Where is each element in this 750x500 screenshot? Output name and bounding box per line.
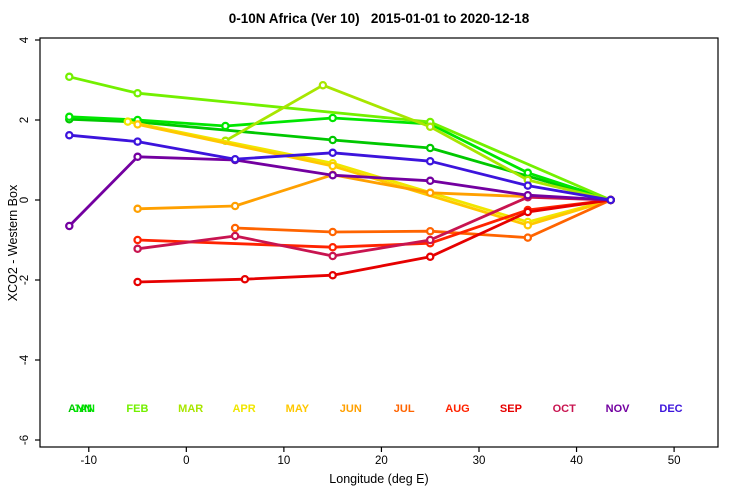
series-MAY-point	[328, 161, 337, 171]
series-JUN-point	[230, 201, 240, 211]
series-OCT-point	[328, 251, 337, 261]
series-NOV-point	[133, 152, 142, 162]
legend-month-label: MAY	[286, 403, 310, 415]
series-NOV-point	[65, 221, 74, 231]
series-SEP-point	[425, 252, 435, 262]
series-JUN-point	[133, 204, 142, 214]
legend-month-label: OCT	[553, 403, 577, 415]
y-tick-label: 2	[19, 117, 31, 123]
plot-box	[39, 37, 719, 448]
series-JUL-point	[425, 226, 435, 236]
y-tick-label: -4	[19, 354, 31, 365]
series-SEP-point	[328, 270, 337, 280]
series-JAN-point	[65, 112, 74, 122]
series-JAN-point	[523, 168, 533, 178]
legend-month-label: SEP	[500, 403, 522, 415]
x-tick-label: 10	[277, 455, 290, 467]
x-tick-label: 50	[668, 455, 681, 467]
legend-month-label: MAR	[178, 403, 203, 415]
series-MAR-point	[425, 122, 435, 132]
series-OCT-point	[133, 244, 142, 254]
y-tick-label: -2	[19, 275, 31, 285]
legend-month-label: JAN	[73, 403, 95, 415]
series-JUL-point	[523, 233, 533, 242]
x-tick-label: 30	[473, 455, 486, 467]
legend-month-label: AUG	[445, 403, 469, 415]
series-OCT-point	[425, 235, 435, 245]
series-AUG-point	[328, 242, 337, 252]
y-tick-label: 4	[19, 36, 31, 43]
series-ANN-point	[328, 135, 337, 145]
legend-month-label: FEB	[126, 403, 148, 415]
series-DEC-point	[606, 195, 615, 205]
x-axis-label: Longitude (deg E)	[329, 472, 429, 486]
series-DEC-point	[133, 137, 142, 146]
series-AUG-point	[133, 235, 142, 245]
y-tick-label: 0	[19, 197, 31, 203]
series-SEP-line	[137, 198, 611, 284]
legend-annual-label: ANN	[68, 403, 92, 415]
series-MAY-point	[133, 120, 142, 129]
series-DEC-point	[328, 148, 337, 158]
series-OCT-point	[230, 231, 240, 241]
series-DEC-point	[65, 130, 74, 140]
series-JUL-point	[230, 223, 240, 233]
series-JAN-point	[328, 113, 337, 123]
x-tick-label: 0	[183, 455, 189, 467]
series-NOV-point	[328, 170, 337, 180]
series-SEP-point	[133, 277, 142, 287]
legend-month-label: JUL	[394, 403, 415, 415]
series-SEP-point	[523, 207, 533, 217]
series-MAR-point	[318, 80, 328, 90]
x-tick-label: 20	[375, 455, 388, 467]
series-ANN-point	[425, 143, 435, 153]
series-SEP-point	[240, 274, 250, 284]
series-FEB-point	[133, 88, 142, 98]
series-JUL-point	[328, 227, 337, 237]
legend-month-label: DEC	[659, 403, 682, 415]
legend-month-label: JUN	[340, 403, 362, 415]
series-OCT-line	[137, 195, 611, 258]
series-NOV-point	[523, 190, 533, 200]
series-JUN-point	[425, 188, 435, 198]
series-NOV-point	[425, 176, 435, 186]
legend-month-label: NOV	[606, 403, 631, 415]
x-tick-label: -10	[80, 455, 97, 467]
series-APR-point	[123, 117, 133, 126]
series-DEC-point	[523, 181, 533, 190]
series-MAY-point	[523, 220, 533, 230]
legend-month-label: APR	[232, 403, 255, 415]
series-DEC-point	[230, 154, 240, 164]
series-FEB-point	[65, 72, 74, 82]
x-tick-label: 40	[570, 455, 583, 467]
y-tick-label: -6	[19, 435, 31, 445]
series-JAN-point	[221, 121, 230, 131]
chart-title: 0-10N Africa (Ver 10) 2015-01-01 to 2020…	[228, 11, 530, 26]
series-DEC-point	[425, 156, 435, 166]
